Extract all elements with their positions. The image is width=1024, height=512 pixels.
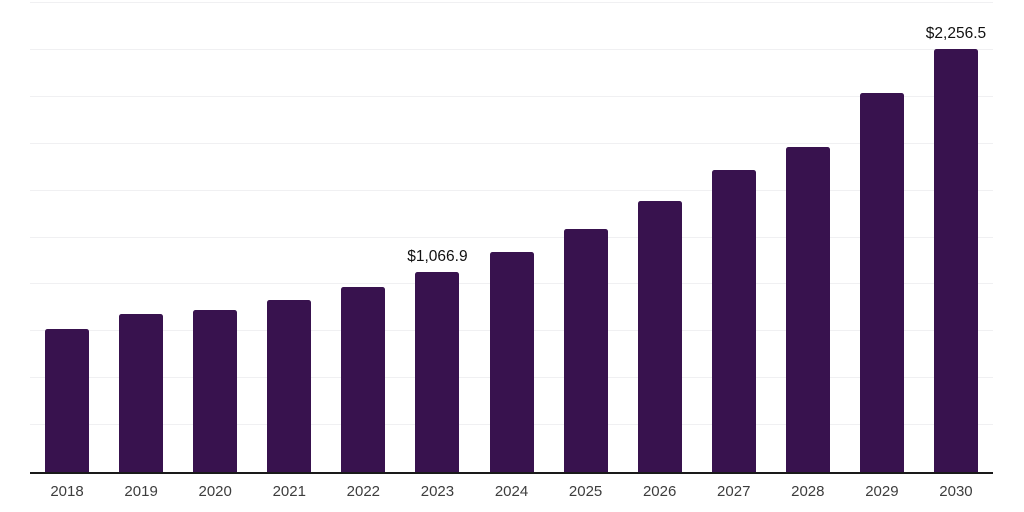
bar-2029[interactable] [859, 93, 904, 472]
bar-2026[interactable] [637, 201, 682, 472]
x-tick-2030: 2030 [939, 483, 973, 500]
bar-2023[interactable] [415, 271, 460, 472]
x-tick-2019: 2019 [124, 483, 158, 500]
gridline-2000 [30, 95, 993, 97]
bar-2020[interactable] [193, 310, 238, 472]
x-tick-2021: 2021 [272, 483, 306, 500]
gridline-1250 [30, 236, 993, 238]
x-tick-2026: 2026 [642, 483, 677, 500]
gridline-2250 [30, 48, 993, 50]
bar-2021[interactable] [267, 299, 312, 472]
bar-2024[interactable] [489, 251, 534, 472]
bar-2028[interactable] [785, 146, 830, 472]
data-label-2030: $2,256.5 [925, 24, 987, 42]
bar-2018[interactable] [45, 328, 90, 472]
x-tick-2024: 2024 [494, 483, 529, 500]
gridline-1750 [30, 142, 993, 144]
x-tick-2022: 2022 [346, 483, 381, 500]
bar-2025[interactable] [563, 228, 608, 472]
x-axis: 2018 2019 2020 2021 2022 2023 2024 2025 2026 2027… [30, 483, 993, 501]
x-tick-2020: 2020 [198, 483, 232, 500]
plot-area: $1,066.9 $2,256.5 [30, 0, 993, 474]
bar-2019[interactable] [119, 314, 164, 472]
bar-2030[interactable] [933, 48, 978, 472]
bar-2022[interactable] [341, 286, 386, 472]
x-tick-2018: 2018 [50, 483, 84, 500]
x-tick-2028: 2028 [791, 483, 825, 500]
x-tick-2025: 2025 [568, 483, 603, 500]
data-label-2023: $1,066.9 [407, 247, 468, 265]
x-tick-2027: 2027 [717, 483, 751, 500]
gridline-2500 [30, 2, 993, 3]
bar-2027[interactable] [711, 169, 756, 472]
x-tick-2029: 2029 [865, 483, 899, 500]
gridline-1500 [30, 189, 993, 191]
x-tick-2023: 2023 [420, 483, 455, 500]
